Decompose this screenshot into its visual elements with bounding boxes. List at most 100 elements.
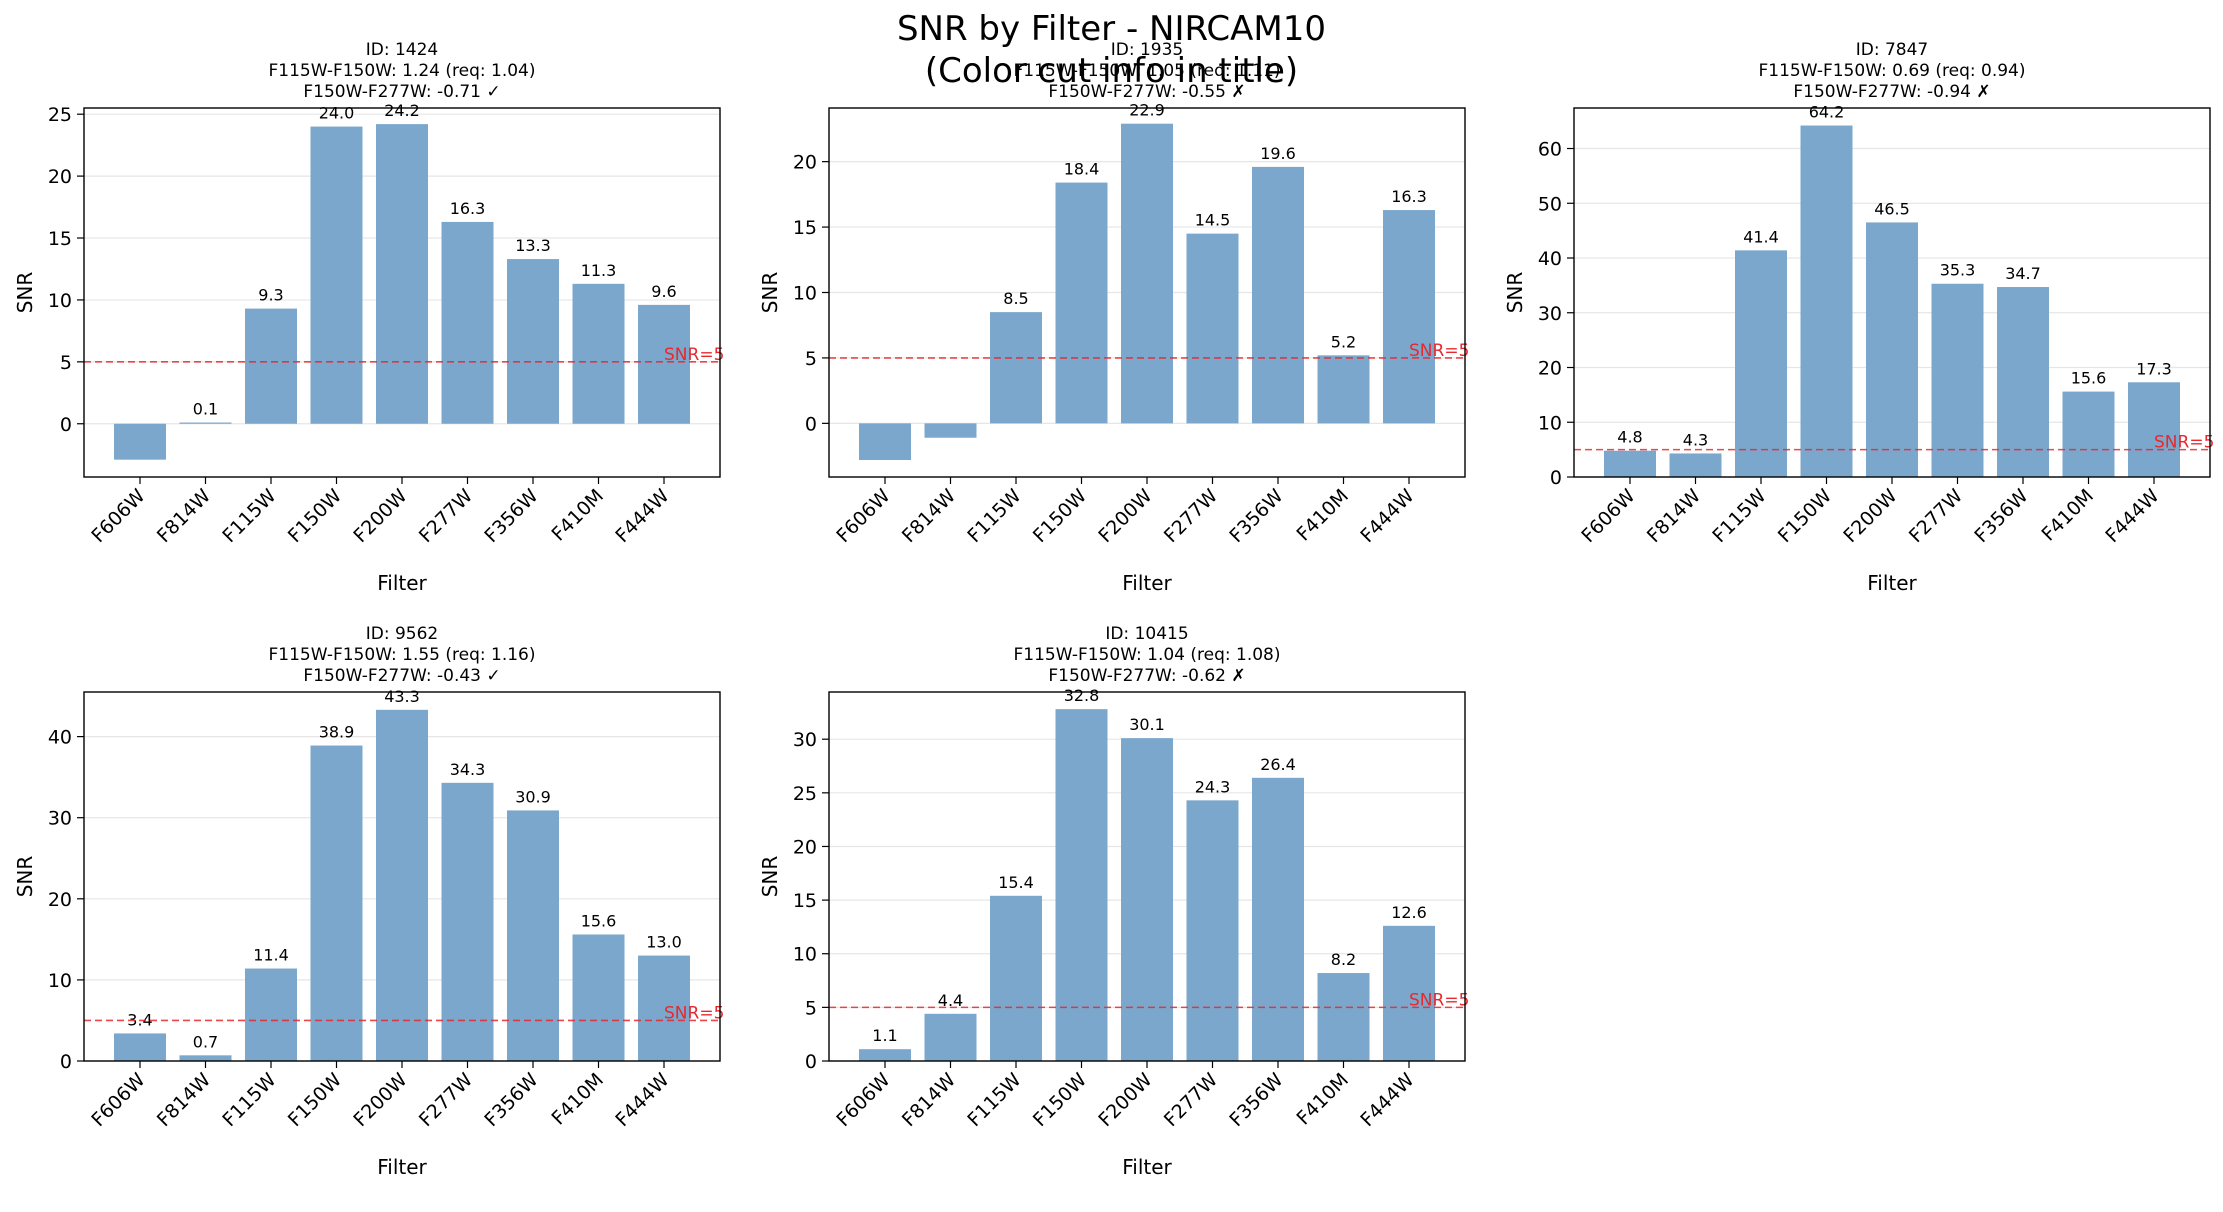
bar-value-label: 38.9 — [319, 723, 355, 742]
subplot-title-line: F115W-F150W: 1.05 (req: 1.11) — [1013, 61, 1281, 81]
bar-f150w — [1800, 125, 1853, 477]
bar-value-label: 24.3 — [1195, 777, 1231, 796]
bar-f606w — [859, 423, 911, 460]
bar-f444w — [1383, 210, 1435, 424]
x-tick-label: F814W — [1643, 485, 1705, 547]
bar-value-label: 34.3 — [450, 760, 486, 779]
bar-f356w — [1252, 166, 1304, 424]
subplot-title-line: ID: 9562 — [365, 624, 439, 644]
y-tick-label: 0 — [805, 1051, 817, 1073]
bar-value-label: 15.6 — [2071, 369, 2107, 388]
bar-f200w — [1121, 123, 1173, 424]
y-tick-label: 10 — [793, 944, 817, 966]
y-axis-label: SNR — [1503, 272, 1527, 314]
x-tick-label: F356W — [1225, 485, 1287, 547]
x-tick-label: F200W — [349, 485, 411, 547]
subplot-title-line: ID: 10415 — [1105, 624, 1189, 644]
bar-value-label: 9.6 — [651, 282, 676, 301]
bar-value-label: 17.3 — [2136, 359, 2172, 378]
y-tick-label: 20 — [793, 152, 817, 174]
x-tick-label: F814W — [153, 485, 215, 547]
chart-svg: 0102030403.40.711.438.943.334.330.915.61… — [13, 687, 724, 1179]
bar-value-label: 43.3 — [384, 687, 420, 706]
bar-value-label: 15.6 — [581, 911, 617, 930]
bar-f150w — [1055, 709, 1108, 1061]
bar-value-label: 12.6 — [1391, 903, 1427, 922]
figure-title-line-1: SNR by Filter - NIRCAM10 — [896, 9, 1327, 49]
subplot-id-1424: ID: 1424 F115W-F150W: 1.24 (req: 1.04) F… — [4, 40, 730, 628]
x-tick-label: F410M — [1293, 485, 1354, 546]
bar-value-label: 24.2 — [384, 101, 420, 120]
bar-f150w — [1055, 182, 1108, 424]
y-axis-label: SNR — [758, 856, 782, 898]
bar-f200w — [376, 709, 428, 1061]
x-tick-label: F814W — [898, 485, 960, 547]
chart-svg: 0 5 10 15 20 25 0.1 9.3 24.0 24.2 16.3 13.3 11.3 9.6 S… — [13, 101, 724, 595]
bar-f356w — [507, 810, 559, 1061]
subplot-id-10415: ID: 10415 F115W-F150W: 1.04 (req: 1.08) … — [749, 624, 1475, 1212]
x-tick-label: F277W — [415, 1069, 477, 1131]
bar-value-label: 1.1 — [872, 1026, 897, 1045]
bar-value-label: 0.7 — [193, 1032, 218, 1051]
bar-value-label: 46.5 — [1874, 199, 1910, 218]
bar-value-label: 14.5 — [1195, 211, 1231, 230]
bar-f814w — [1669, 453, 1722, 477]
plot-area: 0102030403.40.711.438.943.334.330.915.61… — [13, 687, 724, 1179]
x-tick-label: F606W — [832, 1069, 894, 1131]
x-tick-label: F200W — [1839, 485, 1901, 547]
bar-value-label: 4.4 — [938, 991, 963, 1010]
bar-value-label: 0.1 — [193, 400, 218, 419]
subplot-title-line: F150W-F277W: -0.94 ✗ — [1793, 82, 1991, 102]
bar-value-label: 8.2 — [1331, 950, 1356, 969]
x-tick-label: F444W — [611, 1069, 673, 1131]
x-tick-label: F356W — [1225, 1069, 1287, 1131]
bar-f115w — [245, 968, 297, 1061]
bar-value-label: 15.4 — [998, 873, 1034, 892]
x-tick-label: F277W — [1160, 485, 1222, 547]
bar-value-label: 64.2 — [1809, 103, 1845, 122]
plot-area: 0 5 10 15 20 25 30 1.1 4.4 15.4 32.8 30.1 24.3 26.4 8.… — [758, 686, 1469, 1179]
x-tick-label: F356W — [1970, 485, 2032, 547]
subplot-title: ID: 9562 F115W-F150W: 1.55 (req: 1.16) F… — [84, 624, 720, 687]
x-axis-label: Filter — [1122, 1155, 1172, 1179]
y-tick-label: 10 — [793, 283, 817, 305]
y-tick-label: 0 — [1550, 467, 1562, 489]
bar-value-label: 26.4 — [1260, 755, 1296, 774]
y-tick-label: 30 — [1538, 303, 1562, 325]
figure-title-line-2: (Color cut info in title) — [924, 51, 1299, 91]
y-tick-label: 60 — [1538, 139, 1562, 161]
bar-value-label: 19.6 — [1260, 144, 1296, 163]
y-tick-label: 10 — [48, 970, 72, 992]
bar-value-label: 4.3 — [1683, 430, 1708, 449]
bar-f277w — [441, 782, 494, 1061]
bar-value-label: 5.2 — [1331, 332, 1356, 351]
bar-value-label: 9.3 — [258, 286, 283, 305]
bar-f814w — [924, 423, 977, 438]
y-axis-label: SNR — [13, 856, 37, 898]
y-tick-label: 20 — [48, 166, 72, 188]
bar-f200w — [1866, 222, 1918, 477]
x-tick-label: F444W — [611, 485, 673, 547]
bar-f115w — [245, 308, 297, 424]
bar-f814w — [179, 422, 232, 424]
chart-svg: 0 10 20 30 40 50 60 4.8 4.3 41.4 64.2 46.5 35.3 34.7 1… — [1503, 103, 2214, 595]
bar-f606w — [114, 1033, 166, 1061]
bar-value-label: 16.3 — [450, 199, 486, 218]
x-tick-label: F277W — [1160, 1069, 1222, 1131]
bar-f277w — [1931, 283, 1984, 477]
subplot-title-line: F115W-F150W: 1.55 (req: 1.16) — [268, 645, 536, 665]
subplot-title: ID: 1935 F115W-F150W: 1.05 (req: 1.11) F… — [829, 40, 1465, 103]
y-axis-label: SNR — [758, 272, 782, 314]
y-tick-label: 20 — [1538, 358, 1562, 380]
y-tick-label: 20 — [793, 836, 817, 858]
subplot-id-9562: ID: 9562 F115W-F150W: 1.55 (req: 1.16) F… — [4, 624, 730, 1212]
bar-value-label: 16.3 — [1391, 187, 1427, 206]
subplot-title-line: ID: 1935 — [1110, 40, 1184, 60]
x-tick-label: F115W — [963, 1069, 1025, 1131]
subplot-title-line: ID: 7847 — [1855, 40, 1929, 60]
x-tick-label: F356W — [480, 1069, 542, 1131]
bar-f444w — [1383, 925, 1435, 1061]
y-tick-label: 30 — [48, 808, 72, 830]
bar-value-label: 11.3 — [581, 261, 617, 280]
subplot-title: ID: 7847 F115W-F150W: 0.69 (req: 0.94) F… — [1574, 40, 2210, 103]
